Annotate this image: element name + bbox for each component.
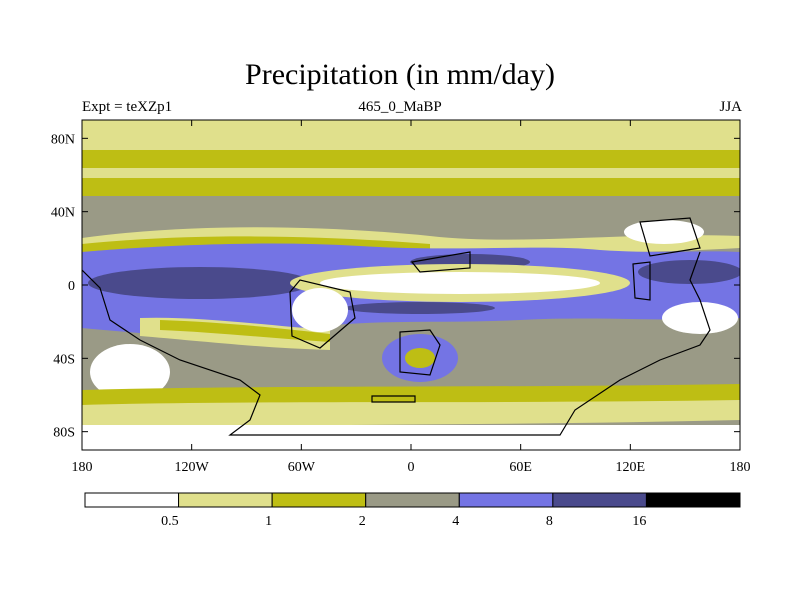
band-north-dry bbox=[82, 150, 740, 168]
wet-south-ocean-center bbox=[405, 348, 435, 368]
x-axis: 180 120W 60W 0 60E 120E 180 bbox=[72, 120, 751, 475]
x-tick-label: 60W bbox=[288, 460, 316, 475]
y-tick-label: 0 bbox=[68, 279, 75, 294]
x-tick-label: 120E bbox=[616, 460, 646, 475]
landmass-outline-south bbox=[399, 329, 441, 376]
y-tick-label: 80N bbox=[51, 132, 75, 147]
x-tick-label: 120W bbox=[175, 460, 210, 475]
y-tick-label: 40S bbox=[53, 352, 75, 367]
landmass-outline-north bbox=[410, 251, 471, 273]
band-north-track-light bbox=[82, 227, 740, 253]
colorbar-swatch bbox=[271, 492, 367, 508]
y-axis: 80N 40N 0 40S 80S bbox=[51, 132, 740, 441]
experiment-label: Expt = teXZp1 bbox=[82, 99, 173, 115]
landmass-outline-southern-ocean bbox=[371, 395, 416, 403]
band-south-polar-light bbox=[82, 400, 740, 428]
dry-southwest bbox=[90, 344, 170, 400]
colorbar-swatch bbox=[84, 492, 180, 508]
colorbar: 0.5 1 2 4 8 16 bbox=[84, 492, 741, 529]
dry-tongue-core bbox=[320, 272, 600, 294]
colorbar-swatch bbox=[178, 492, 273, 508]
dry-southeast bbox=[662, 302, 738, 334]
landmass-outline-northeast bbox=[639, 217, 701, 257]
dry-continent-west bbox=[292, 288, 348, 332]
cell-wet-west bbox=[88, 267, 312, 299]
y-tick-label: 80S bbox=[53, 426, 75, 441]
landmass-outline-east bbox=[632, 261, 651, 301]
band-north-mid bbox=[82, 178, 740, 196]
landmass-outline-west bbox=[289, 279, 356, 349]
x-tick-label: 180 bbox=[72, 460, 93, 475]
colorbar-label: 4 bbox=[452, 514, 459, 529]
x-tick-label: 60E bbox=[509, 460, 532, 475]
continent-outline bbox=[82, 251, 711, 436]
colorbar-swatch bbox=[365, 492, 460, 508]
season-label: JJA bbox=[719, 99, 742, 115]
cell-wet-east bbox=[638, 260, 740, 284]
colorbar-label: 0.5 bbox=[161, 514, 179, 529]
period-label: 465_0_MaBP bbox=[358, 99, 442, 115]
colorbar-swatch bbox=[458, 492, 554, 508]
colorbar-swatch bbox=[645, 492, 741, 508]
colorbar-label: 16 bbox=[632, 514, 646, 529]
cell-wet-south bbox=[345, 302, 495, 314]
x-tick-label: 0 bbox=[408, 460, 415, 475]
dry-northeast bbox=[624, 220, 704, 244]
colorbar-label: 1 bbox=[265, 514, 272, 529]
y-tick-label: 40N bbox=[51, 206, 75, 221]
colorbar-label: 2 bbox=[359, 514, 366, 529]
band-south-sub bbox=[160, 320, 330, 342]
precip-contour-field bbox=[82, 120, 740, 450]
plot-title: Precipitation (in mm/day) bbox=[245, 58, 555, 91]
x-tick-label: 180 bbox=[730, 460, 751, 475]
colorbar-swatch bbox=[552, 492, 647, 508]
colorbar-label: 8 bbox=[546, 514, 553, 529]
